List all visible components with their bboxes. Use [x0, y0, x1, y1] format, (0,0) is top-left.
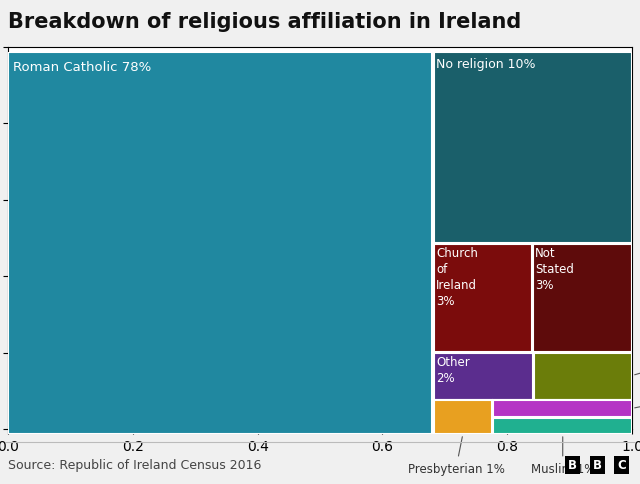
- Text: Not
Stated
3%: Not Stated 3%: [535, 246, 574, 291]
- Text: Muslim 1%: Muslim 1%: [531, 437, 595, 474]
- Text: Orthodox
1%: Orthodox 1%: [635, 385, 640, 414]
- Text: B: B: [568, 458, 577, 471]
- Bar: [493, 418, 632, 434]
- Text: C: C: [617, 458, 626, 471]
- Text: Christian
1%: Christian 1%: [635, 349, 640, 378]
- Text: Other
2%: Other 2%: [436, 355, 470, 384]
- Text: Source: Republic of Ireland Census 2016: Source: Republic of Ireland Census 2016: [8, 458, 261, 471]
- Text: B: B: [593, 458, 602, 471]
- Bar: [433, 401, 492, 434]
- Bar: [433, 53, 632, 243]
- Text: Presbyterian 1%: Presbyterian 1%: [408, 437, 504, 474]
- Text: Church
of
Ireland
3%: Church of Ireland 3%: [436, 246, 478, 307]
- Bar: [433, 244, 532, 352]
- Bar: [493, 401, 632, 417]
- Bar: [433, 353, 532, 400]
- Bar: [532, 244, 632, 352]
- Text: No religion 10%: No religion 10%: [436, 58, 536, 71]
- Bar: [534, 353, 632, 400]
- Text: Breakdown of religious affiliation in Ireland: Breakdown of religious affiliation in Ir…: [8, 12, 521, 31]
- Text: Roman Catholic 78%: Roman Catholic 78%: [13, 61, 151, 74]
- Bar: [8, 53, 433, 434]
